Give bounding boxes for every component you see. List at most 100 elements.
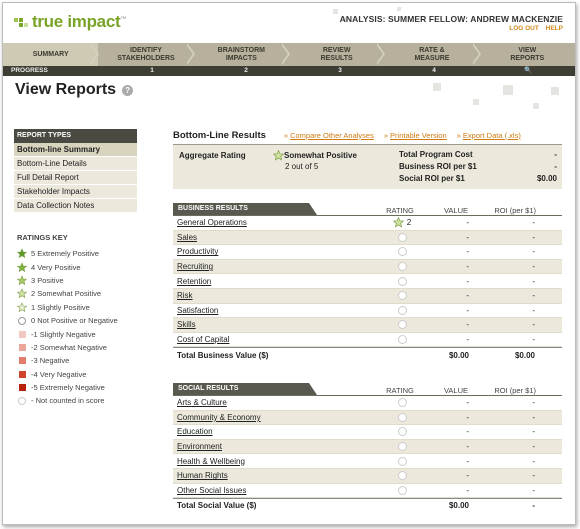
rating-cell — [371, 442, 433, 452]
not-rated-icon[interactable] — [397, 398, 407, 408]
workflow-nav: SUMMARY IDENTIFY STAKEHOLDERS BRAINSTORM I… — [3, 43, 575, 66]
roi-cell: - — [532, 291, 535, 301]
tab-rate-measure[interactable]: RATE & MEASURE — [384, 43, 481, 66]
not-rated-icon[interactable] — [397, 320, 407, 330]
not-rated-icon[interactable] — [397, 291, 407, 301]
table-row: Recruiting - - — [173, 259, 562, 275]
table-row: Arts & Culture - - — [173, 396, 562, 411]
business-result-item-link[interactable]: Skills — [177, 320, 196, 330]
not-rated-icon[interactable] — [397, 412, 407, 422]
rating-key-marker — [17, 301, 27, 312]
business-result-item-link[interactable]: Retention — [177, 276, 212, 286]
help-icon[interactable]: ? — [122, 84, 134, 96]
sidebar-item-bottom-line-summary[interactable]: Bottom-line Summary — [14, 143, 137, 157]
roi-cell: - — [532, 232, 535, 242]
tab-review-results[interactable]: REVIEW RESULTS — [289, 43, 386, 66]
aggregate-panel: Aggregate Rating Somewhat Positive 2 out… — [173, 144, 562, 189]
logo-text: true impact™ — [32, 12, 127, 31]
roi-cell: - — [532, 320, 535, 330]
business-result-item-link[interactable]: Sales — [177, 232, 198, 242]
help-link[interactable]: HELP — [545, 25, 563, 32]
ratings-key-label: 3 Positive — [31, 275, 64, 285]
rating-column-header: RATING — [386, 385, 414, 395]
social-result-item-link[interactable]: Health & Wellbeing — [177, 456, 245, 466]
compare-analyses-link[interactable]: Compare Other Analyses — [284, 131, 374, 140]
progress-label: PROGRESS — [11, 67, 48, 74]
value-cell: - — [466, 442, 469, 452]
sidebar-item-full-detail-report[interactable]: Full Detail Report — [14, 171, 137, 185]
not-rated-icon[interactable] — [397, 471, 407, 481]
social-results-section: SOCIAL RESULTS RATING VALUE ROI (per $1)… — [173, 382, 562, 513]
ratings-key-item: 0 Not Positive or Negative — [17, 314, 147, 327]
business-result-item-link[interactable]: Satisfaction — [177, 305, 219, 315]
sidebar-item-data-collection-notes[interactable]: Data Collection Notes — [14, 199, 137, 213]
social-result-item-link[interactable]: Human Rights — [177, 471, 228, 481]
sidebar-item-bottom-line-details[interactable]: Bottom-Line Details — [14, 157, 137, 171]
tab-view-reports[interactable]: VIEW REPORTS — [510, 47, 545, 62]
top-links: LOG OUT HELP — [504, 25, 563, 32]
rating-key-marker — [17, 261, 27, 272]
business-result-item-link[interactable]: Risk — [177, 291, 193, 301]
social-result-item-link[interactable]: Education — [177, 427, 213, 437]
business-roi-row: Business ROI per $1 - — [399, 162, 557, 174]
not-rated-icon[interactable] — [397, 262, 407, 272]
not-rated-icon[interactable] — [397, 485, 407, 495]
business-result-item-link[interactable]: Cost of Capital — [177, 335, 230, 345]
roi-cell: - — [532, 398, 535, 408]
not-rated-icon[interactable] — [397, 427, 407, 437]
not-rated-icon[interactable] — [397, 305, 407, 315]
export-data-link[interactable]: Export Data (.xls) — [457, 131, 521, 140]
business-result-item-link[interactable]: Productivity — [177, 247, 219, 257]
logout-link[interactable]: LOG OUT — [509, 25, 539, 32]
star-icon — [273, 150, 284, 161]
square-icon — [18, 370, 26, 378]
roi-cell: - — [532, 456, 535, 466]
tab-identify-stakeholders[interactable]: IDENTIFY STAKEHOLDERS — [98, 43, 195, 66]
social-result-item-link[interactable]: Arts & Culture — [177, 398, 227, 408]
ratings-key-label: 4 Very Positive — [31, 262, 81, 272]
progress-step-3: 3 — [338, 67, 342, 74]
business-result-item-link[interactable]: General Operations — [177, 218, 247, 228]
tab-brainstorm-impacts[interactable]: BRAINSTORM IMPACTS — [194, 43, 291, 66]
total-program-cost-row: Total Program Cost - — [399, 150, 557, 162]
business-results-header: BUSINESS RESULTS RATING VALUE ROI (per $… — [173, 203, 562, 216]
table-row: Education - - — [173, 425, 562, 440]
rating-key-marker — [17, 275, 27, 286]
rating-key-marker — [17, 369, 27, 379]
not-rated-icon[interactable] — [397, 276, 407, 286]
roi-column-header: ROI (per $1) — [494, 385, 536, 395]
table-row: Human Rights - - — [173, 468, 562, 484]
results-header: Bottom-Line Results Compare Other Analys… — [173, 129, 562, 141]
page-title: View Reports ? — [15, 81, 134, 99]
ratings-key-item: 4 Very Positive — [17, 260, 147, 273]
not-rated-icon[interactable] — [397, 442, 407, 452]
business-result-total-row: Total Business Value ($) $0.00 $0.00 — [173, 347, 562, 362]
rating-cell: 2 — [371, 217, 433, 228]
social-result-item-link[interactable]: Community & Economy — [177, 412, 261, 422]
rating-column-header: RATING — [386, 206, 414, 215]
social-results-heading: SOCIAL RESULTS — [173, 382, 317, 395]
social-result-item-link[interactable]: Environment — [177, 442, 222, 452]
not-rated-icon[interactable] — [397, 335, 407, 345]
rating-key-marker — [17, 329, 27, 339]
table-row: Other Social Issues - - — [173, 484, 562, 499]
total-program-cost-value: - — [554, 150, 557, 159]
printable-version-link[interactable]: Printable Version — [384, 131, 447, 140]
not-rated-icon[interactable] — [397, 247, 407, 257]
value-cell: - — [466, 335, 469, 345]
tab-summary[interactable]: SUMMARY — [3, 43, 100, 66]
table-row: Environment - - — [173, 439, 562, 455]
ratings-key-label: 0 Not Positive or Negative — [31, 316, 118, 326]
sidebar-item-stakeholder-impacts[interactable]: Stakeholder Impacts — [14, 185, 137, 199]
not-rated-icon[interactable] — [397, 232, 407, 242]
business-result-item-link[interactable]: Recruiting — [177, 262, 214, 272]
ratings-key-label: -4 Very Negative — [31, 369, 87, 379]
total-value: $0.00 — [448, 501, 469, 511]
ratings-key-label: 2 Somewhat Positive — [31, 289, 102, 299]
not-rated-icon[interactable] — [397, 456, 407, 466]
total-roi: $0.00 — [514, 350, 535, 360]
logo-mark-icon — [14, 17, 28, 27]
social-result-item-link[interactable]: Other Social Issues — [177, 485, 247, 495]
table-row: Cost of Capital - - — [173, 333, 562, 348]
logo[interactable]: true impact™ — [14, 12, 126, 32]
